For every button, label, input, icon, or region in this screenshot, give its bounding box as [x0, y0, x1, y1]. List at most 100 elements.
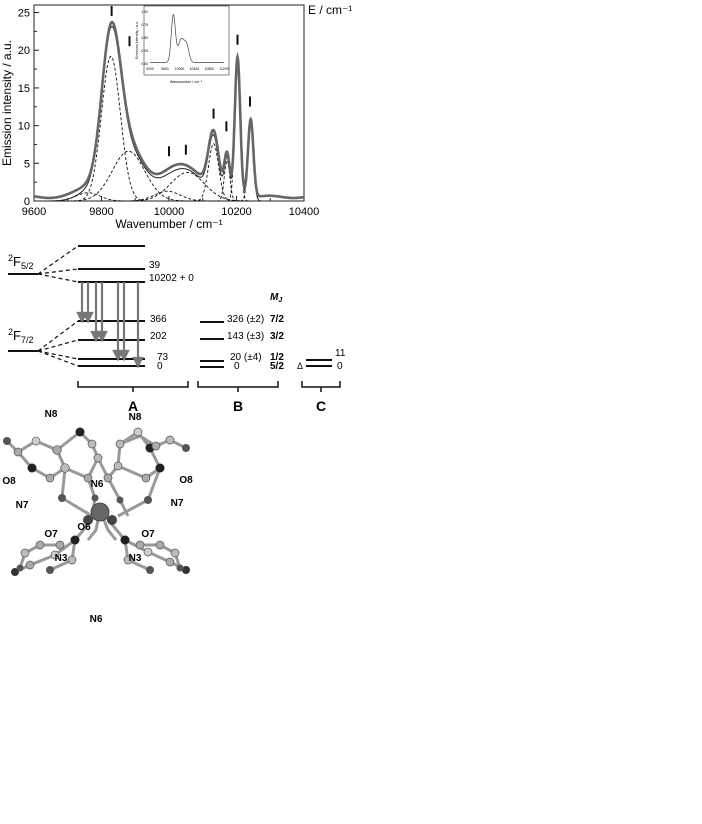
f72-letter: F	[13, 328, 21, 343]
molecular-structure: N8 N8 O8 N6 O8 N7 N7 O7 O6 O7 N3 N3 N6	[2, 409, 193, 625]
transition-arrows	[76, 282, 144, 369]
column-c-values: 11 0	[335, 348, 346, 372]
atom-label-n8-left: N8	[45, 409, 58, 420]
x-tick-label: 10000	[154, 206, 185, 218]
inset-x-tick-label: 9200	[146, 67, 154, 71]
level-b-20: 20 (±4)	[230, 352, 262, 363]
level-c-11: 11	[335, 348, 346, 359]
f52-letter: F	[13, 254, 21, 269]
group-label-c: C	[316, 398, 326, 414]
atom-labels: N8 N8 O8 N6 O8 N7 N7 O7 O6 O7 N3 N3 N6	[2, 409, 193, 625]
atoms	[3, 427, 190, 576]
x-tick-label: 9800	[89, 206, 113, 218]
group-labels: A B C	[128, 398, 326, 414]
atom-label-n3-left: N3	[55, 553, 68, 564]
experimental-spectrum	[33, 20, 305, 200]
level-a-202: 202	[150, 331, 167, 342]
component-curve	[73, 55, 149, 202]
y-tick-label: 5	[24, 158, 30, 170]
inset-y-label: Emission intensity / a.u.	[135, 21, 139, 59]
axis-ticks	[33, 12, 305, 202]
mj-3-2: 3/2	[270, 331, 284, 342]
f72-sup: 2	[8, 327, 13, 337]
column-c-levels	[306, 359, 332, 367]
y-tick-label: 25	[18, 8, 30, 20]
inset-plot: 9200 9600 10000 10400 10800 11200 0.00 0.25 0.50…	[135, 5, 230, 84]
f72-term-label: 2F7/2	[8, 327, 33, 345]
atom-label-o7-left: O7	[44, 529, 58, 540]
inset-x-tick-label: 10800	[204, 67, 214, 71]
y-tick-labels: 0 5 10 15 20 25	[18, 8, 30, 208]
atom-label-n7-left: N7	[16, 500, 29, 511]
inset-x-tick-label: 11200	[219, 67, 228, 71]
atom-label-n6-top: N6	[91, 479, 104, 490]
inset-spectrum	[150, 13, 224, 63]
inset-y-tick-label: 0.75	[141, 23, 148, 27]
atom-label-n6-bottom: N6	[90, 614, 103, 625]
bonds	[5, 429, 187, 574]
inset-y-tick-label: 1.00	[141, 10, 148, 14]
inset-x-label: Wavenumber / cm⁻¹	[170, 80, 203, 84]
mj-7-2: 7/2	[270, 314, 284, 325]
delta-symbol: Δ	[297, 361, 303, 371]
emission-spectrum-plot: 0 5 10 15 20 25 9600 9800 10000 10200 10400 Emiss…	[0, 3, 352, 231]
energy-annotation: E / cm⁻¹	[308, 3, 352, 17]
level-a-366: 366	[150, 314, 167, 325]
correlation-lines	[37, 245, 79, 367]
atom-label-n8-right: N8	[129, 412, 142, 423]
mj-header: MJ	[270, 292, 283, 304]
y-axis-label: Emission intensity / a.u.	[0, 40, 14, 166]
component-curve	[63, 150, 194, 202]
x-axis-label: Wavenumber / cm⁻¹	[115, 217, 222, 231]
inset-tick-labels: 9200 9600 10000 10400 10800 11200 0.00 0.25 0.50…	[141, 10, 228, 71]
column-a-values: 39 10202 + 0 366 202 73 0	[149, 260, 194, 372]
x-tick-label: 10400	[289, 206, 320, 218]
x-tick-label: 9600	[22, 206, 46, 218]
inset-y-tick-label: 0.25	[141, 49, 148, 53]
mj-5-2: 5/2	[270, 361, 284, 372]
mj-values: 7/2 3/2 1/2 5/2	[270, 314, 284, 372]
group-label-b: B	[233, 398, 243, 414]
level-b-0: 0	[234, 361, 240, 372]
f52-sup: 2	[8, 253, 13, 263]
inset-frame	[143, 5, 230, 76]
atom-label-n7-right: N7	[171, 498, 184, 509]
inset-y-tick-label: 0.00	[141, 62, 148, 66]
fitted-components	[40, 55, 262, 202]
inset-y-tick-label: 0.50	[141, 36, 148, 40]
atom-label-o7-right: O7	[141, 529, 155, 540]
f52-sub: 5/2	[21, 261, 34, 271]
column-b-levels	[200, 321, 224, 368]
y-tick-label: 10	[18, 121, 30, 133]
peak-markers	[110, 6, 251, 157]
column-b-values: 326 (±2) 143 (±3) 20 (±4) 0	[227, 314, 264, 372]
x-tick-labels: 9600 9800 10000 10200 10400	[22, 206, 320, 218]
energy-level-diagram: 2F5/2 2F7/2	[8, 245, 346, 414]
y-tick-label: 0	[24, 196, 30, 208]
x-tick-label: 10200	[221, 206, 252, 218]
component-curve	[193, 143, 234, 202]
y-tick-label: 20	[18, 45, 30, 57]
atom-label-o6: O6	[77, 522, 91, 533]
level-c-0: 0	[337, 361, 343, 372]
level-a-10202: 10202 + 0	[149, 273, 194, 284]
y-tick-label: 15	[18, 83, 30, 95]
level-a-39: 39	[149, 260, 161, 271]
group-brackets	[77, 381, 341, 392]
level-b-143: 143 (±3)	[227, 331, 264, 342]
atom-label-o8-right: O8	[179, 475, 193, 486]
group-label-a: A	[128, 398, 138, 414]
level-a-73: 73	[157, 352, 169, 363]
inset-x-tick-label: 10000	[175, 67, 185, 71]
inset-x-tick-label: 9600	[161, 67, 169, 71]
f52-term-label: 2F5/2	[8, 253, 33, 271]
level-a-0: 0	[157, 361, 163, 372]
fit-curve	[34, 25, 304, 202]
inset-x-tick-label: 10400	[190, 67, 200, 71]
atom-label-n3-right: N3	[129, 553, 142, 564]
component-curve	[120, 171, 255, 202]
level-b-326: 326 (±2)	[227, 314, 264, 325]
f72-sub: 7/2	[21, 335, 34, 345]
peak-point	[111, 18, 113, 20]
